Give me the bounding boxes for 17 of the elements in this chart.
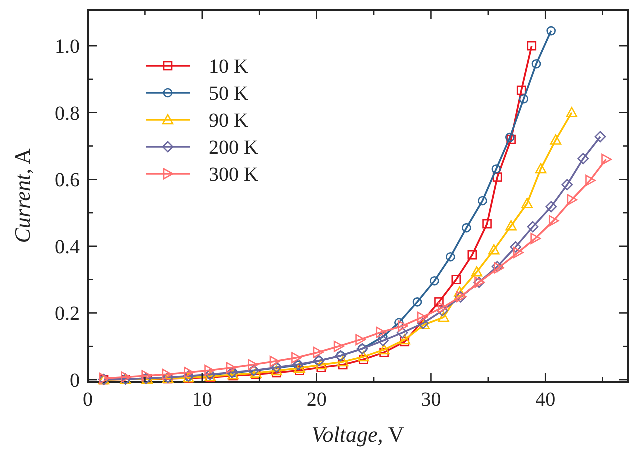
legend-label: 90 K (209, 110, 249, 132)
y-tick-label: 0.2 (55, 303, 80, 326)
y-axis-title: Current, A (10, 148, 35, 244)
legend-label: 10 K (209, 56, 249, 78)
y-tick-label: 1.0 (55, 36, 80, 58)
x-tick-label: 20 (306, 389, 327, 411)
x-tick-label: 10 (192, 389, 212, 411)
x-axis-title: Voltage, V (312, 422, 404, 447)
y-tick-label: 0.8 (55, 102, 80, 125)
y-tick-label: 0.6 (55, 170, 80, 192)
legend-label: 200 K (209, 137, 259, 159)
x-tick-label: 40 (536, 389, 556, 411)
x-tick-label: 30 (421, 389, 442, 411)
y-tick-label: 0 (70, 370, 80, 392)
legend-label: 300 K (209, 164, 259, 186)
y-tick-label: 0.4 (55, 236, 80, 258)
legend-label: 50 K (209, 83, 249, 105)
